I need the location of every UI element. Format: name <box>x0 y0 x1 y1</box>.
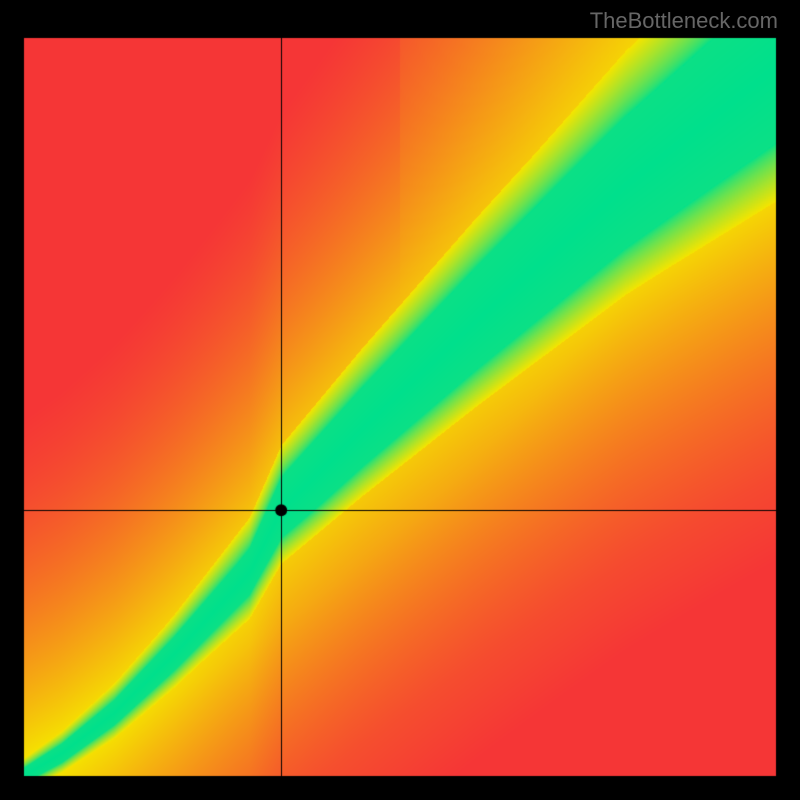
bottleneck-heatmap <box>0 0 800 800</box>
watermark-text: TheBottleneck.com <box>590 8 778 34</box>
